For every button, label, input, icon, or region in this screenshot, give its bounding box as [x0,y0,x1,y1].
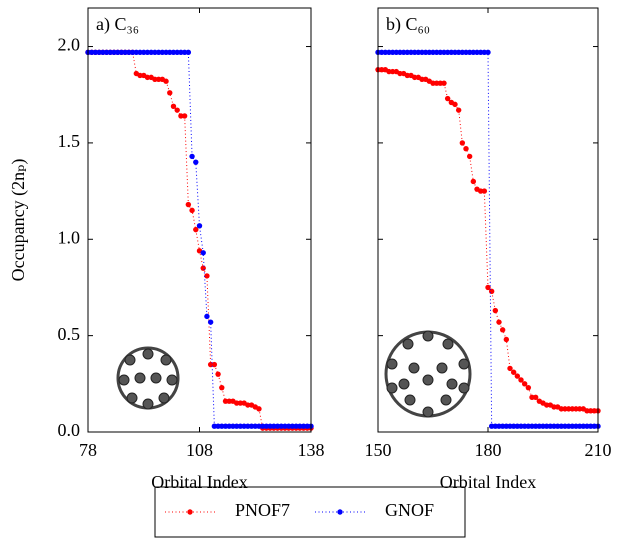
series-line [88,52,311,428]
legend: PNOF7 GNOF [155,487,465,537]
data-point [485,50,490,55]
y-tick-label: 0.5 [58,324,81,344]
data-point [467,154,472,159]
data-point [463,146,468,151]
data-point [167,90,172,95]
data-point [493,308,498,313]
panel: 150 180 210 Orbital Index b) C₆₀ [365,8,612,492]
data-point [460,140,465,145]
data-point [201,265,206,270]
data-point [175,107,180,112]
data-point [215,371,220,376]
data-point [201,250,206,255]
data-point [489,289,494,294]
legend-label: PNOF7 [235,500,290,520]
y-tick-label: 1.5 [58,131,81,151]
panel: 0.0 0.5 1.0 1.5 2.0 78 108 138 Orbital Index Occu… [8,8,324,492]
data-point [189,154,194,159]
plot-frame [88,8,311,432]
data-point [496,319,501,324]
data-point [182,113,187,118]
data-point [256,406,261,411]
x-tick-label: 180 [475,440,502,460]
panel-title: a) C₃₆ [96,14,139,35]
data-point [219,385,224,390]
data-point [441,80,446,85]
x-tick-label: 150 [365,440,392,460]
x-tick-label: 210 [585,440,612,460]
x-axis-label: Orbital Index [440,472,536,492]
data-point [197,223,202,228]
molecule-c60 [386,331,470,417]
data-point [204,314,209,319]
data-point [504,337,509,342]
x-tick-label: 78 [79,440,97,460]
y-axis-label: Occupancy (2nₚ) [8,159,29,282]
molecule-c36 [118,348,178,409]
x-tick-label: 108 [186,440,213,460]
series-line [378,70,598,411]
legend-label: GNOF [385,500,434,520]
data-point [186,50,191,55]
y-tick-label: 0.0 [58,420,81,440]
data-point [456,107,461,112]
data-point [163,79,168,84]
data-point [208,319,213,324]
data-point [482,188,487,193]
legend-swatch-dot [337,509,342,514]
data-point [186,202,191,207]
data-point [526,385,531,390]
y-tick-label: 1.0 [58,227,81,247]
chart: PNOF7 GNOF 0.0 0.5 1.0 1.5 2.0 78 108 138 Orbital… [0,0,618,540]
x-axis-label: Orbital Index [151,472,247,492]
series-line [88,52,311,426]
data-point [471,179,476,184]
x-tick-label: 138 [298,440,325,460]
panel-title: b) C₆₀ [386,14,430,35]
legend-swatch-dot [187,509,192,514]
data-point [452,102,457,107]
data-point [193,159,198,164]
data-point [189,208,194,213]
data-point [500,327,505,332]
y-tick-label: 2.0 [58,35,81,55]
